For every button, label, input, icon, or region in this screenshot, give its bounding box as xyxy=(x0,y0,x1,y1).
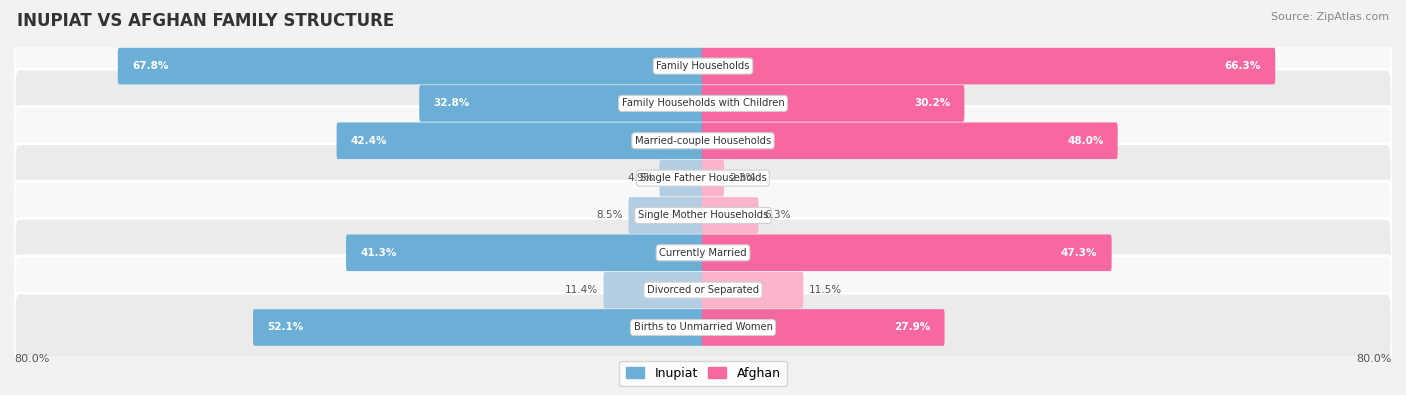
Text: 2.3%: 2.3% xyxy=(730,173,756,183)
FancyBboxPatch shape xyxy=(14,293,1392,362)
Text: Married-couple Households: Married-couple Households xyxy=(636,136,770,146)
FancyBboxPatch shape xyxy=(702,122,1118,159)
FancyBboxPatch shape xyxy=(14,32,1392,100)
Text: Single Mother Households: Single Mother Households xyxy=(638,211,768,220)
Text: 48.0%: 48.0% xyxy=(1067,136,1104,146)
FancyBboxPatch shape xyxy=(14,144,1392,213)
FancyBboxPatch shape xyxy=(702,160,724,196)
Text: Family Households with Children: Family Households with Children xyxy=(621,98,785,108)
FancyBboxPatch shape xyxy=(702,272,803,308)
Text: Divorced or Separated: Divorced or Separated xyxy=(647,285,759,295)
FancyBboxPatch shape xyxy=(702,235,1112,271)
Text: 11.5%: 11.5% xyxy=(808,285,842,295)
Legend: Inupiat, Afghan: Inupiat, Afghan xyxy=(619,361,787,386)
Text: 4.9%: 4.9% xyxy=(627,173,654,183)
FancyBboxPatch shape xyxy=(603,272,704,308)
FancyBboxPatch shape xyxy=(118,48,704,85)
Text: Births to Unmarried Women: Births to Unmarried Women xyxy=(634,322,772,333)
FancyBboxPatch shape xyxy=(702,197,759,234)
FancyBboxPatch shape xyxy=(336,122,704,159)
Text: 11.4%: 11.4% xyxy=(565,285,598,295)
FancyBboxPatch shape xyxy=(14,106,1392,175)
Text: 67.8%: 67.8% xyxy=(132,61,169,71)
FancyBboxPatch shape xyxy=(659,160,704,196)
Text: 41.3%: 41.3% xyxy=(360,248,396,258)
FancyBboxPatch shape xyxy=(14,218,1392,287)
Text: 52.1%: 52.1% xyxy=(267,322,304,333)
FancyBboxPatch shape xyxy=(628,197,704,234)
FancyBboxPatch shape xyxy=(14,69,1392,138)
Text: 6.3%: 6.3% xyxy=(763,211,790,220)
Text: 42.4%: 42.4% xyxy=(350,136,387,146)
FancyBboxPatch shape xyxy=(702,309,945,346)
FancyBboxPatch shape xyxy=(702,85,965,122)
Text: Family Households: Family Households xyxy=(657,61,749,71)
Text: 8.5%: 8.5% xyxy=(596,211,623,220)
FancyBboxPatch shape xyxy=(14,181,1392,250)
Text: 27.9%: 27.9% xyxy=(894,322,931,333)
Text: 80.0%: 80.0% xyxy=(1357,354,1392,364)
FancyBboxPatch shape xyxy=(14,256,1392,325)
FancyBboxPatch shape xyxy=(419,85,704,122)
Text: Currently Married: Currently Married xyxy=(659,248,747,258)
FancyBboxPatch shape xyxy=(346,235,704,271)
Text: 80.0%: 80.0% xyxy=(14,354,49,364)
FancyBboxPatch shape xyxy=(702,48,1275,85)
FancyBboxPatch shape xyxy=(253,309,704,346)
Text: 47.3%: 47.3% xyxy=(1062,248,1098,258)
Text: Source: ZipAtlas.com: Source: ZipAtlas.com xyxy=(1271,12,1389,22)
Text: 32.8%: 32.8% xyxy=(433,98,470,108)
Text: 30.2%: 30.2% xyxy=(914,98,950,108)
Text: INUPIAT VS AFGHAN FAMILY STRUCTURE: INUPIAT VS AFGHAN FAMILY STRUCTURE xyxy=(17,12,394,30)
Text: 66.3%: 66.3% xyxy=(1225,61,1261,71)
Text: Single Father Households: Single Father Households xyxy=(640,173,766,183)
